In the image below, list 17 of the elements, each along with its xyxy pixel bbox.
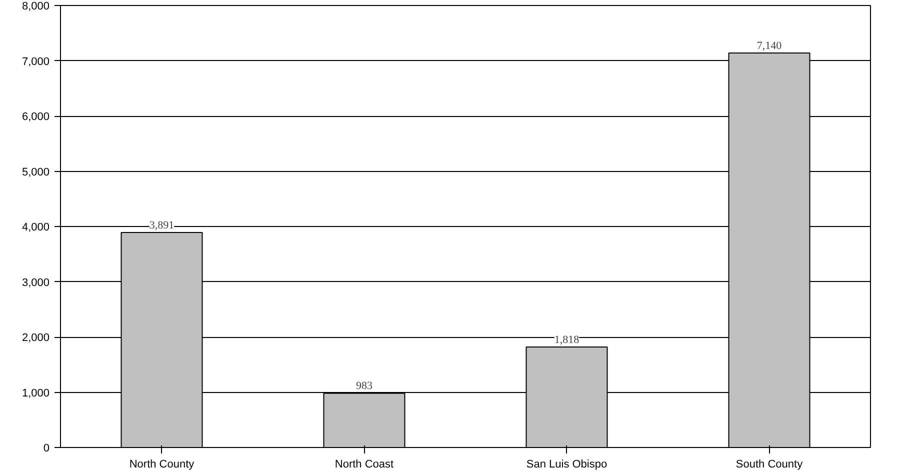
data-label: 3,891: [149, 220, 174, 232]
x-tick-label: South County: [736, 458, 804, 470]
data-label: 983: [356, 380, 373, 392]
x-tick-label: San Luis Obispo: [526, 458, 608, 470]
y-tick-label: 8,000: [22, 0, 50, 12]
y-tick-label: 0: [43, 442, 50, 454]
y-tick-label: 6,000: [22, 111, 50, 123]
data-label: 7,140: [756, 40, 782, 52]
y-tick-label: 7,000: [22, 56, 50, 68]
y-tick-label: 1,000: [22, 387, 50, 400]
x-tick-label: North County: [129, 458, 195, 470]
x-tick-label: North Coast: [334, 458, 394, 470]
y-tick-label: 3,000: [22, 276, 50, 289]
data-label: 1,818: [554, 334, 580, 346]
y-tick-label: 5,000: [22, 166, 50, 178]
y-tick-label: 2,000: [22, 332, 50, 344]
y-tick-label: 4,000: [22, 222, 50, 234]
